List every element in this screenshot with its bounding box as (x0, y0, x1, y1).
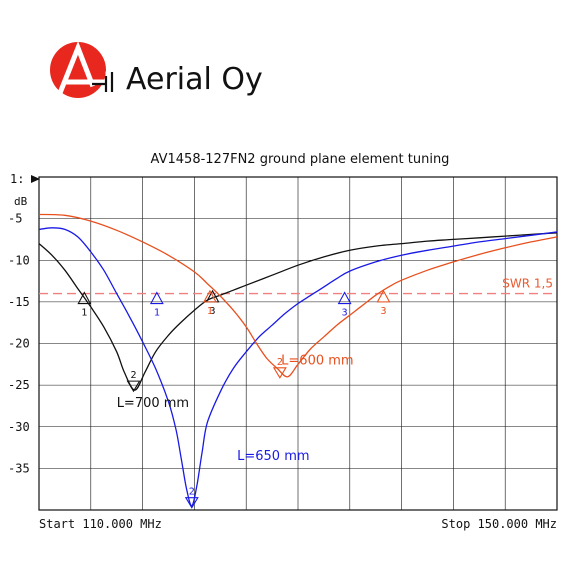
series-label-2: L=650 mm (237, 449, 309, 464)
marker-triangle-icon (376, 289, 391, 303)
marker-triangle-icon (149, 291, 164, 305)
marker-triangle-icon (337, 291, 352, 305)
marker-triangle-icon (184, 497, 199, 509)
swr-reference-label: SWR 1,5 (502, 277, 553, 291)
marker-triangle-icon (126, 380, 141, 393)
aerial-oy-logo: Aerial Oy (50, 41, 263, 102)
start-frequency-label: Start 110.000 MHz (39, 517, 162, 531)
stop-frequency-label: Stop 150.000 MHz (441, 517, 557, 531)
y-tick-label: -30 (8, 420, 30, 434)
marker-label: 3 (380, 306, 386, 317)
marker-triangle-icon (272, 367, 287, 379)
marker-label: 2 (189, 487, 195, 498)
y-tick-label: -10 (8, 253, 30, 267)
marker-label: 1 (81, 308, 87, 319)
unit-label: dB (14, 195, 28, 208)
marker-label: 1 (154, 308, 160, 319)
y-tick-label: -15 (8, 295, 30, 309)
series-label-3: L=600 mm (281, 353, 353, 368)
y-tick-label: -5 (8, 212, 22, 226)
chart-grid (38, 176, 558, 511)
reference-arrow-icon (31, 175, 40, 183)
marker-label: 3 (342, 308, 348, 319)
marker-label: 2 (131, 370, 137, 381)
series-line-2 (38, 227, 558, 507)
channel-label: 1: (10, 172, 24, 186)
marker-triangle-icon (203, 289, 217, 303)
series-labels: L=700 mm L=650 mm L=600 mm (117, 353, 354, 464)
marker-label: 3 (210, 306, 216, 317)
logo-antenna-mark (54, 41, 117, 102)
series-line-3 (38, 213, 558, 378)
reference-line-group: SWR 1,5 (39, 277, 557, 295)
marker-triangle-icon (77, 291, 92, 305)
y-tick-label: -25 (8, 378, 30, 392)
chart-title: AV1458-127FN2 ground plane element tunin… (151, 152, 450, 167)
marker-label: 2 (277, 357, 283, 368)
y-tick-label: -20 (8, 337, 30, 351)
y-tick-label: -35 (8, 461, 30, 475)
series-label-1: L=700 mm (117, 396, 189, 411)
y-tick-labels: -5 -10 -15 -20 -25 -30 -35 (8, 212, 30, 476)
brand-name: Aerial Oy (126, 62, 263, 97)
marker-label: 1 (207, 306, 213, 317)
logo-antenna-tail (92, 72, 114, 92)
